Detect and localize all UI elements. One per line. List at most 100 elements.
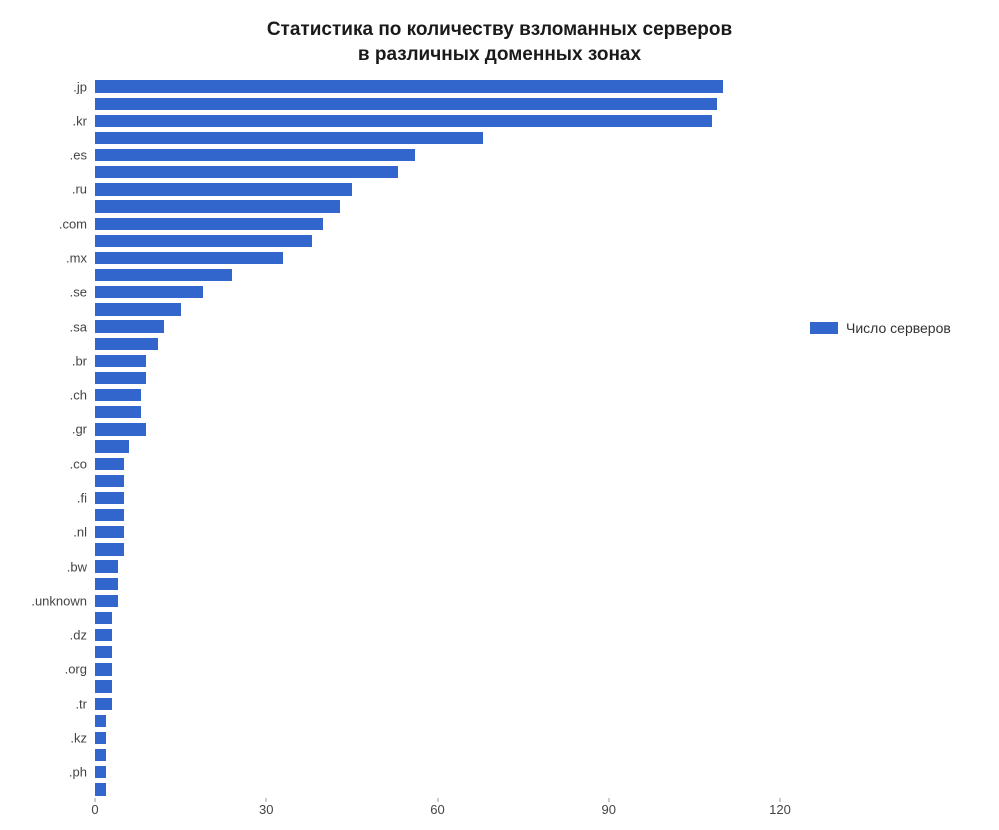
bar-row (95, 372, 780, 384)
y-axis-label: .jp (73, 79, 95, 94)
y-axis-label: .ch (70, 388, 95, 403)
bar (95, 338, 158, 350)
bar (95, 526, 124, 538)
bar-row: .br (95, 355, 780, 367)
bar (95, 680, 112, 692)
bar-row (95, 235, 780, 247)
bar (95, 509, 124, 521)
bar-row: .bw (95, 560, 780, 572)
bar (95, 698, 112, 710)
bar-row: .dz (95, 629, 780, 641)
bar (95, 200, 340, 212)
bar (95, 423, 146, 435)
x-tick-label: 120 (769, 802, 791, 817)
bar (95, 612, 112, 624)
bar (95, 406, 141, 418)
bar-row (95, 680, 780, 692)
bar-row (95, 200, 780, 212)
bar-row: .co (95, 458, 780, 470)
bar (95, 389, 141, 401)
bar (95, 783, 106, 795)
bar (95, 440, 129, 452)
bar (95, 560, 118, 572)
bar (95, 646, 112, 658)
chart-title-line1: Статистика по количеству взломанных серв… (110, 18, 890, 43)
bar (95, 355, 146, 367)
bar-row: .ph (95, 766, 780, 778)
bar (95, 80, 723, 92)
bar (95, 98, 717, 110)
y-axis-label: .org (65, 662, 95, 677)
x-tick-label: 0 (91, 802, 98, 817)
y-axis-label: .es (70, 148, 95, 163)
bar (95, 543, 124, 555)
bar-row: .gr (95, 423, 780, 435)
plot-area: .jp.kr.es.ru.com.mx.se.sa.br.ch.gr.co.fi… (95, 78, 780, 798)
bar-row: .unknown (95, 595, 780, 607)
x-tick-label: 90 (602, 802, 616, 817)
legend-label: Число серверов (846, 320, 951, 336)
bar (95, 766, 106, 778)
y-axis-label: .sa (70, 319, 95, 334)
bar-row (95, 475, 780, 487)
bar (95, 458, 124, 470)
bar (95, 320, 164, 332)
y-axis-label: .mx (66, 250, 95, 265)
bar-row: .es (95, 149, 780, 161)
bar-row (95, 303, 780, 315)
bars-layer: .jp.kr.es.ru.com.mx.se.sa.br.ch.gr.co.fi… (95, 78, 780, 798)
y-axis-label: .bw (67, 559, 95, 574)
bar (95, 663, 112, 675)
bar (95, 269, 232, 281)
bar (95, 732, 106, 744)
bar-row: .tr (95, 698, 780, 710)
bar (95, 286, 203, 298)
y-axis-label: .com (59, 216, 95, 231)
bar (95, 578, 118, 590)
bar-row: .sa (95, 320, 780, 332)
bar-row (95, 509, 780, 521)
y-axis-label: .co (70, 456, 95, 471)
bar-row (95, 612, 780, 624)
bar-row: .kr (95, 115, 780, 127)
bar-row: .org (95, 663, 780, 675)
bar (95, 303, 181, 315)
legend: Число серверов (810, 320, 951, 336)
bar-row (95, 338, 780, 350)
bar (95, 149, 415, 161)
bar-row (95, 98, 780, 110)
legend-swatch (810, 322, 838, 334)
bar-row (95, 715, 780, 727)
bar-row (95, 578, 780, 590)
bar-row (95, 132, 780, 144)
bar-row: .mx (95, 252, 780, 264)
y-axis-label: .br (72, 353, 95, 368)
bar (95, 115, 712, 127)
bar (95, 595, 118, 607)
x-tick-label: 30 (259, 802, 273, 817)
bar-row: .nl (95, 526, 780, 538)
bar (95, 749, 106, 761)
bar-row (95, 440, 780, 452)
bar-row: .ru (95, 183, 780, 195)
bar-row: .fi (95, 492, 780, 504)
bar-row (95, 269, 780, 281)
bar-row (95, 646, 780, 658)
chart-title-line2: в различных доменных зонах (110, 43, 890, 68)
y-axis-label: .nl (73, 525, 95, 540)
bar-row: .jp (95, 80, 780, 92)
bar (95, 166, 398, 178)
bar (95, 132, 483, 144)
y-axis-label: .fi (77, 490, 95, 505)
chart-container: Статистика по количеству взломанных серв… (0, 0, 999, 830)
bar-row (95, 406, 780, 418)
y-axis-label: .gr (72, 422, 95, 437)
y-axis-label: .ph (69, 765, 95, 780)
bar (95, 492, 124, 504)
bar (95, 183, 352, 195)
bar-row: .com (95, 218, 780, 230)
y-axis-label: .dz (70, 628, 95, 643)
bar-row: .se (95, 286, 780, 298)
bar-row (95, 166, 780, 178)
bar (95, 252, 283, 264)
